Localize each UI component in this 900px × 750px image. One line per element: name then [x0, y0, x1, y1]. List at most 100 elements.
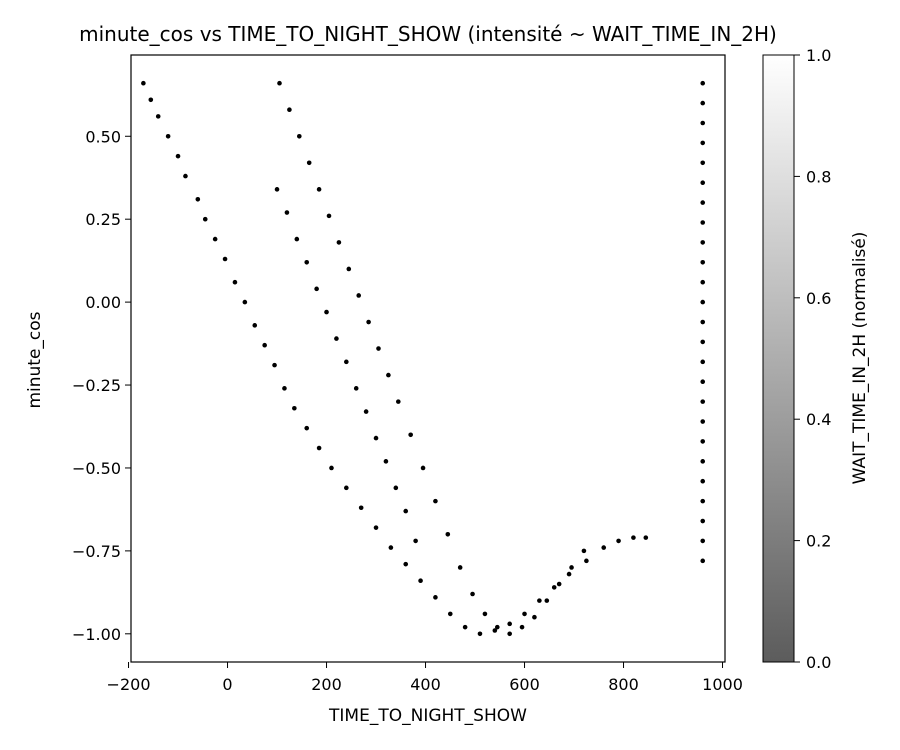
data-point [376, 346, 381, 351]
data-point [212, 236, 218, 242]
data-point [363, 409, 369, 414]
data-point [700, 379, 706, 385]
y-tick-label: −0.50 [72, 459, 121, 478]
data-point [551, 585, 557, 590]
data-point [700, 299, 706, 305]
y-tick-label: −0.75 [72, 542, 121, 561]
x-tick-label: 200 [311, 675, 342, 694]
y-axis-ticks: 0.50 0.25 0.00 −0.25 −0.50 −0.75 −1.00 [72, 127, 131, 644]
data-point [700, 459, 706, 464]
data-point [507, 621, 512, 627]
data-point [287, 107, 292, 113]
data-point [556, 581, 562, 587]
data-point [447, 611, 453, 617]
data-point [272, 362, 277, 368]
data-point [492, 628, 498, 633]
data-point [700, 359, 706, 365]
data-point [383, 459, 389, 464]
colorbar-tick-label: 0.8 [806, 167, 831, 186]
x-axis-label: TIME_TO_NIGHT_SHOW [328, 706, 527, 726]
data-point [306, 160, 312, 166]
data-point [700, 339, 706, 345]
y-tick-label: −0.25 [72, 376, 121, 395]
data-point [445, 531, 451, 537]
data-point [356, 293, 362, 298]
data-point [314, 286, 319, 292]
colorbar-tick-label: 0.0 [806, 653, 831, 672]
data-point [326, 213, 332, 219]
x-tick-label: −200 [107, 675, 151, 694]
data-point [403, 508, 409, 514]
colorbar-tick-label: 0.2 [806, 532, 831, 551]
data-point [700, 399, 706, 404]
data-point [388, 545, 394, 550]
data-point [386, 372, 391, 378]
plot-frame [130, 54, 726, 663]
data-point [274, 187, 280, 192]
data-point [700, 260, 706, 265]
data-point [358, 505, 364, 511]
data-point [366, 319, 371, 325]
x-axis-ticks: −200 0 200 400 600 800 1000 [107, 662, 743, 694]
data-point [195, 196, 201, 202]
data-point [643, 535, 649, 540]
colorbar-tick-label: 0.4 [806, 410, 831, 429]
data-point [700, 498, 706, 504]
data-point [418, 578, 423, 584]
data-point [329, 465, 334, 471]
data-point [334, 336, 339, 341]
x-tick-label: 0 [222, 675, 232, 694]
data-point [433, 498, 438, 504]
colorbar-ticks: 0.0 0.2 0.4 0.6 0.8 1.0 [794, 46, 831, 672]
colorbar-tick-label: 0.6 [806, 289, 831, 308]
data-point [294, 236, 300, 242]
data-point [537, 598, 542, 603]
data-point [202, 216, 208, 222]
data-point [141, 80, 146, 86]
y-tick-label: 0.50 [85, 127, 121, 146]
data-point [232, 279, 238, 285]
data-point [284, 210, 290, 215]
data-point [584, 558, 589, 564]
data-point [700, 240, 706, 245]
chart-title: minute_cos vs TIME_TO_NIGHT_SHOW (intens… [79, 22, 777, 46]
data-point [373, 525, 379, 530]
data-point [324, 309, 329, 315]
data-point [282, 386, 287, 391]
data-point [700, 160, 706, 166]
colorbar-label: WAIT_TIME_IN_2H (normalisé) [850, 232, 870, 485]
data-point [544, 598, 550, 603]
data-point [482, 611, 488, 617]
colorbar-tick-label: 1.0 [806, 46, 831, 65]
data-point [420, 465, 426, 471]
y-tick-label: 0.25 [85, 210, 121, 229]
data-point [569, 565, 574, 570]
data-point [353, 386, 359, 391]
data-point [277, 80, 282, 86]
data-point [297, 133, 302, 139]
data-point [700, 220, 706, 225]
data-point [700, 140, 706, 146]
x-tick-label: 400 [410, 675, 441, 694]
data-point [700, 518, 706, 524]
data-point [462, 624, 468, 630]
points-layer [141, 80, 706, 637]
data-point [344, 485, 349, 491]
data-point [700, 538, 706, 544]
data-point [700, 279, 706, 285]
data-point [346, 266, 352, 272]
data-point [457, 565, 463, 570]
x-tick-label: 800 [608, 675, 639, 694]
y-tick-label: 0.00 [85, 293, 121, 312]
data-point [403, 561, 409, 567]
data-point [700, 100, 706, 106]
data-point [413, 538, 418, 544]
data-point [222, 256, 228, 262]
data-point [631, 535, 636, 540]
y-axis-label: minute_cos [25, 311, 45, 408]
data-point [242, 299, 248, 305]
data-point [316, 445, 322, 451]
data-point [477, 631, 483, 637]
x-tick-label: 600 [509, 675, 540, 694]
colorbar [762, 54, 795, 663]
